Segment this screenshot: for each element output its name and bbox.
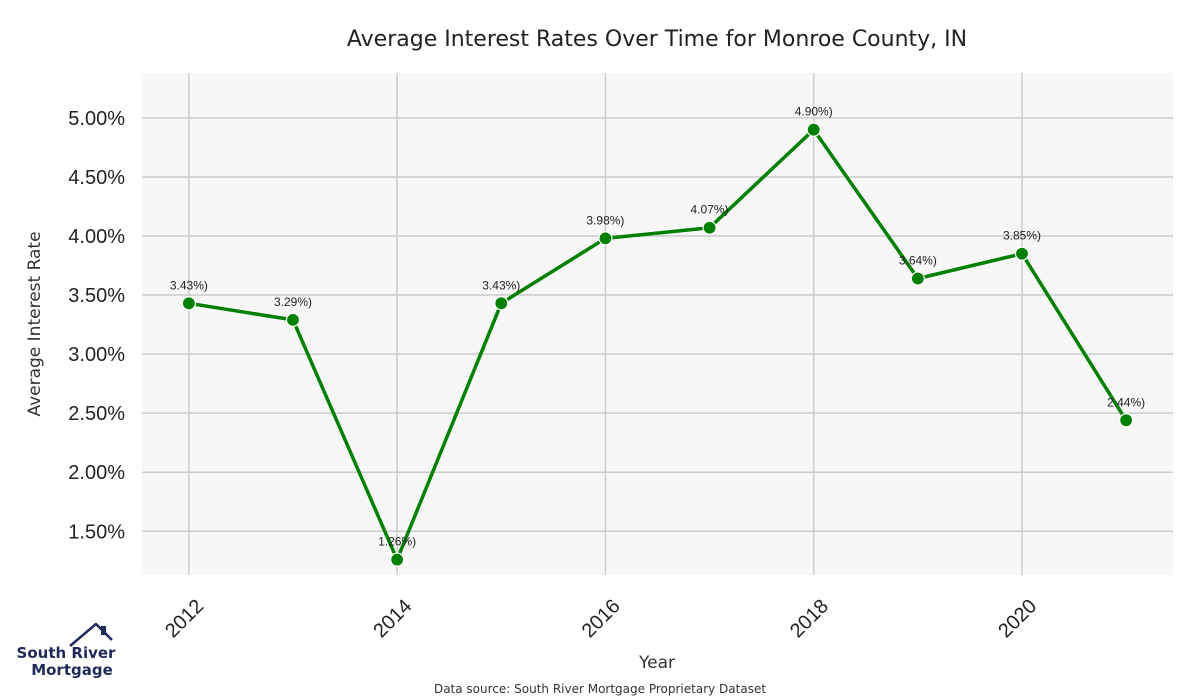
data-point (494, 296, 509, 311)
data-label: 1.26%) (378, 535, 416, 549)
data-point (702, 220, 717, 235)
source-note: Data source: South River Mortgage Propri… (434, 682, 766, 696)
y-tick-label: 2.50% (68, 403, 125, 425)
data-point (390, 552, 405, 567)
x-tick-label: 2018 (786, 595, 833, 642)
x-tick-label: 2014 (369, 595, 416, 642)
data-label: 3.29%) (274, 295, 312, 309)
logo-line-1: South River (17, 644, 117, 662)
data-points (181, 122, 1134, 567)
data-label: 4.90%) (795, 105, 833, 119)
house-icon (69, 622, 113, 647)
y-tick-label: 3.00% (68, 344, 125, 366)
data-point (910, 271, 925, 286)
y-tick-label: 4.50% (68, 167, 125, 189)
y-tick-label: 2.00% (68, 462, 125, 484)
y-tick-label: 1.50% (68, 521, 125, 543)
data-labels: 3.43%) 3.29%) 1.26%) 3.43%) 3.98%) 4.07%) 4.90… (170, 105, 1145, 549)
data-label: 3.43%) (170, 278, 208, 292)
y-tick-label: 3.50% (68, 285, 125, 307)
data-point (181, 296, 196, 311)
y-axis-label: Average Interest Rate (25, 231, 45, 416)
data-label: 4.07%) (691, 203, 729, 217)
x-tick-label: 2016 (578, 595, 625, 642)
data-label: 3.43%) (482, 278, 520, 292)
data-point (1014, 246, 1030, 261)
data-label: 3.85%) (1003, 229, 1041, 243)
x-tick-label: 2012 (161, 595, 208, 642)
data-point (285, 312, 301, 327)
series-line (188, 127, 1128, 562)
chart-title: Average Interest Rates Over Time for Mon… (347, 27, 967, 52)
y-tick-label: 4.00% (68, 226, 125, 248)
data-label: 3.98%) (586, 213, 624, 227)
x-tick-label: 2020 (994, 595, 1041, 642)
y-tick-label: 5.00% (68, 108, 125, 130)
data-label: 3.64%) (899, 254, 937, 268)
logo: South River Mortgage (17, 622, 117, 679)
y-axis-ticks: 1.50% 2.00% 2.50% 3.00% 3.50% 4.00% 4.50% 5.00% (68, 108, 125, 543)
gridlines (142, 73, 1173, 575)
plot-area (142, 73, 1173, 575)
logo-line-2: Mortgage (31, 661, 113, 679)
data-label: 2.44%) (1107, 395, 1145, 409)
data-point (1119, 413, 1134, 428)
x-axis-ticks: 2012 2014 2016 2018 2020 (161, 595, 1041, 642)
x-axis-label: Year (638, 653, 675, 673)
data-point (806, 122, 821, 137)
data-point (598, 231, 613, 246)
